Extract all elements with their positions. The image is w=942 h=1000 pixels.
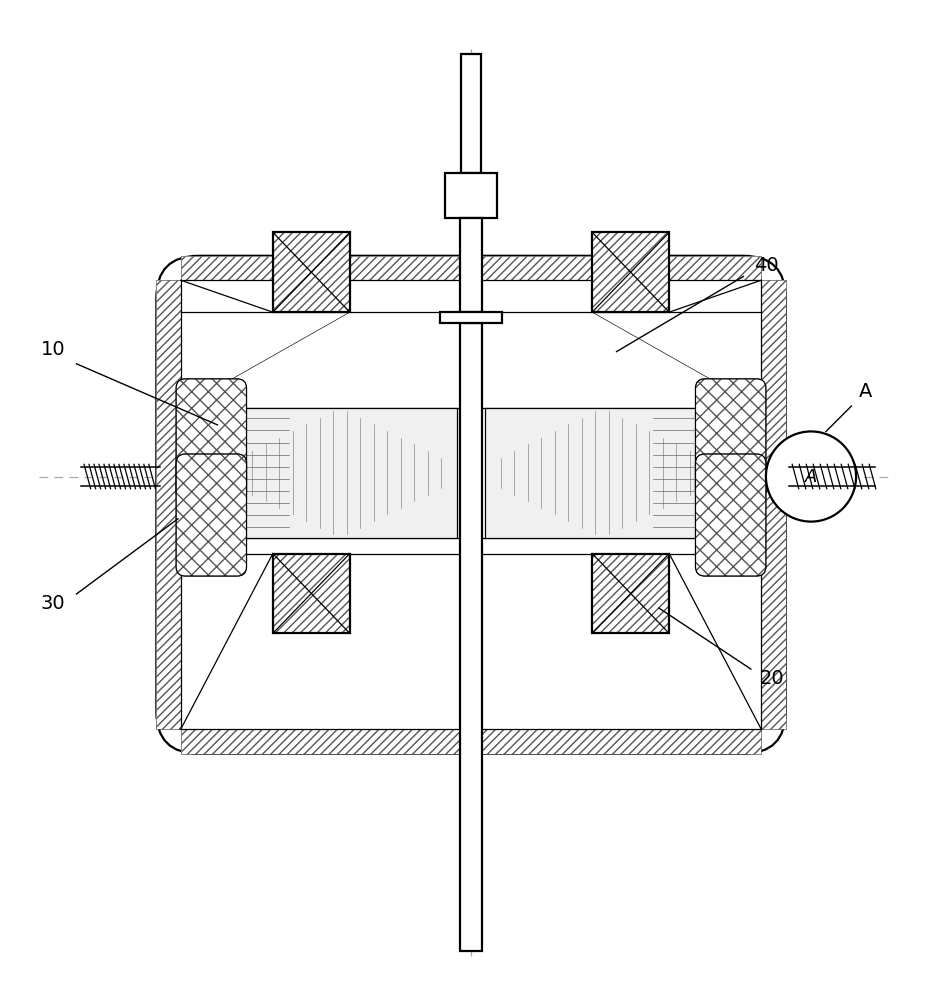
Bar [181,729,761,754]
Bar [761,280,786,729]
Bar [273,232,349,312]
Text: 10: 10 [41,340,65,359]
Text: A: A [859,382,872,401]
Text: 20: 20 [759,669,784,688]
Bar [273,554,349,633]
Bar [720,405,757,540]
Bar [460,323,482,951]
Bar [181,729,761,754]
FancyBboxPatch shape [176,454,247,576]
Bar [446,173,496,218]
Bar [441,312,501,323]
Bar [593,232,669,312]
Bar [761,280,786,729]
Bar [273,232,349,312]
Bar [223,408,457,538]
FancyBboxPatch shape [695,379,766,501]
Bar [181,256,761,280]
Bar [460,218,482,312]
Bar [485,408,719,538]
Bar [273,554,349,633]
Bar [273,554,349,633]
Bar [593,554,669,633]
Text: 40: 40 [755,256,779,275]
Bar [593,554,669,633]
FancyBboxPatch shape [176,379,247,501]
Circle shape [766,431,856,522]
Text: A: A [804,468,818,486]
Text: 30: 30 [41,594,65,613]
Bar [273,232,349,312]
Bar [156,280,181,729]
FancyBboxPatch shape [695,454,766,576]
FancyBboxPatch shape [156,256,786,754]
Bar [462,54,480,173]
Bar [593,232,669,312]
Bar [593,232,669,312]
Bar [185,405,222,540]
Bar [593,554,669,633]
Bar [181,256,761,280]
Bar [156,280,181,729]
